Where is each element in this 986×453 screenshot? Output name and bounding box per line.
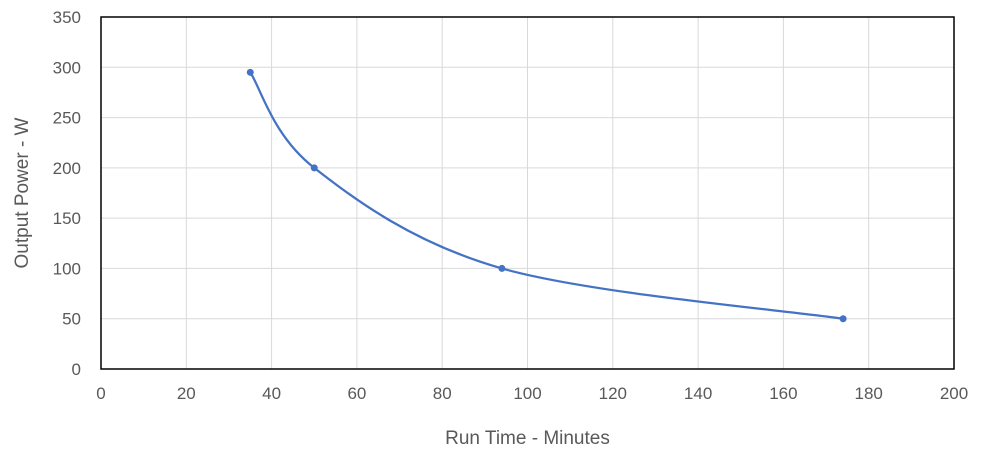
data-point-0-0	[246, 68, 254, 76]
x-tick-label-1: 20	[177, 384, 196, 403]
x-tick-label-5: 100	[513, 384, 541, 403]
y-tick-label-2: 100	[53, 259, 81, 278]
x-tick-label-9: 180	[855, 384, 883, 403]
x-tick-label-7: 140	[684, 384, 712, 403]
y-tick-label-5: 250	[53, 109, 81, 128]
x-axis-tick-labels: 0 20 40 60 80 100 120 140 160 180 200	[96, 384, 968, 403]
series-line-0	[249, 71, 844, 320]
data-point-0-3	[839, 315, 847, 323]
y-tick-label-6: 300	[53, 58, 81, 77]
y-tick-label-4: 200	[53, 159, 81, 178]
plot-area-border	[100, 16, 955, 370]
x-tick-label-2: 40	[262, 384, 281, 403]
x-tick-label-3: 60	[347, 384, 366, 403]
x-tick-label-0: 0	[96, 384, 105, 403]
x-axis-title: Run Time - Minutes	[445, 428, 610, 449]
x-tick-label-10: 200	[940, 384, 968, 403]
y-tick-label-3: 150	[53, 209, 81, 228]
data-point-0-2	[498, 264, 506, 272]
series-group	[246, 68, 847, 323]
x-tick-label-6: 120	[599, 384, 627, 403]
data-point-0-1	[310, 164, 318, 172]
y-axis-title: Output Power - W	[12, 117, 33, 268]
y-tick-label-7: 350	[53, 8, 81, 27]
x-tick-label-4: 80	[433, 384, 452, 403]
y-tick-label-0: 0	[72, 360, 81, 379]
y-axis-tick-labels: 0 50 100 150 200 250 300 350	[53, 8, 81, 379]
y-tick-label-1: 50	[62, 310, 81, 329]
x-tick-label-8: 160	[769, 384, 797, 403]
